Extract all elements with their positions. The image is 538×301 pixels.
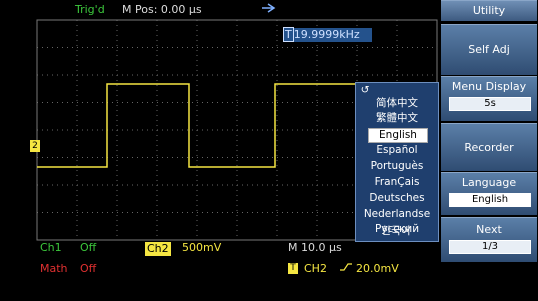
menu-title: Utility: [441, 0, 537, 21]
language-item[interactable]: Portuguès: [356, 160, 438, 173]
language-item-selected[interactable]: English: [368, 128, 428, 143]
oscilloscope-screen: Trig'd M Pos: 0.00 μs T19.9999kHz 2 ↺ 简体…: [0, 0, 538, 301]
edge-icon: [340, 264, 352, 270]
menu-label: Language: [441, 176, 537, 190]
channel-marker: 2: [30, 140, 40, 152]
ch1-label: Ch1: [40, 241, 62, 255]
menu-value: 5s: [449, 97, 531, 111]
language-item[interactable]: Nederlandse: [356, 208, 438, 221]
language-item[interactable]: 简体中文: [356, 97, 438, 110]
ch2-scale: 500mV: [182, 241, 221, 255]
language-item[interactable]: FranÇais: [356, 176, 438, 189]
menu-label: Next: [441, 223, 537, 237]
position: M Pos: 0.00 μs: [122, 3, 202, 17]
menu-button[interactable]: Next 1/3: [441, 217, 537, 262]
trigger-status: Trig'd: [75, 3, 105, 17]
language-item[interactable]: 繁體中文: [356, 112, 438, 125]
trigger-icon: T: [288, 263, 298, 274]
usb-icon: [262, 4, 274, 12]
menu-button[interactable]: Recorder: [441, 123, 537, 171]
frequency-value: 19.9999kHz: [294, 28, 360, 41]
ch2-label: Ch2: [145, 242, 171, 256]
menu-value: 1/3: [449, 240, 531, 254]
timebase: M 10.0 μs: [288, 241, 342, 255]
trigger-level: 20.0mV: [356, 262, 399, 276]
math-state: Off: [80, 262, 96, 276]
menu-button[interactable]: Language English: [441, 172, 537, 215]
menu-button[interactable]: Self Adj: [441, 24, 537, 75]
language-item[interactable]: 한국어: [355, 224, 437, 238]
math-label: Math: [40, 262, 68, 276]
language-item[interactable]: Español: [356, 144, 438, 157]
trigger-source: CH2: [304, 262, 327, 276]
trigger-icon: T: [283, 27, 294, 42]
menu-label: Menu Display: [441, 80, 537, 94]
return-icon: ↺: [360, 84, 370, 97]
menu-value: English: [449, 193, 531, 207]
ch1-state: Off: [80, 241, 96, 255]
language-popup: ↺ 简体中文 繁體中文 English Español Portuguès Fr…: [355, 82, 439, 242]
menu-button[interactable]: Menu Display 5s: [441, 76, 537, 121]
language-item[interactable]: Deutsches: [356, 192, 438, 205]
